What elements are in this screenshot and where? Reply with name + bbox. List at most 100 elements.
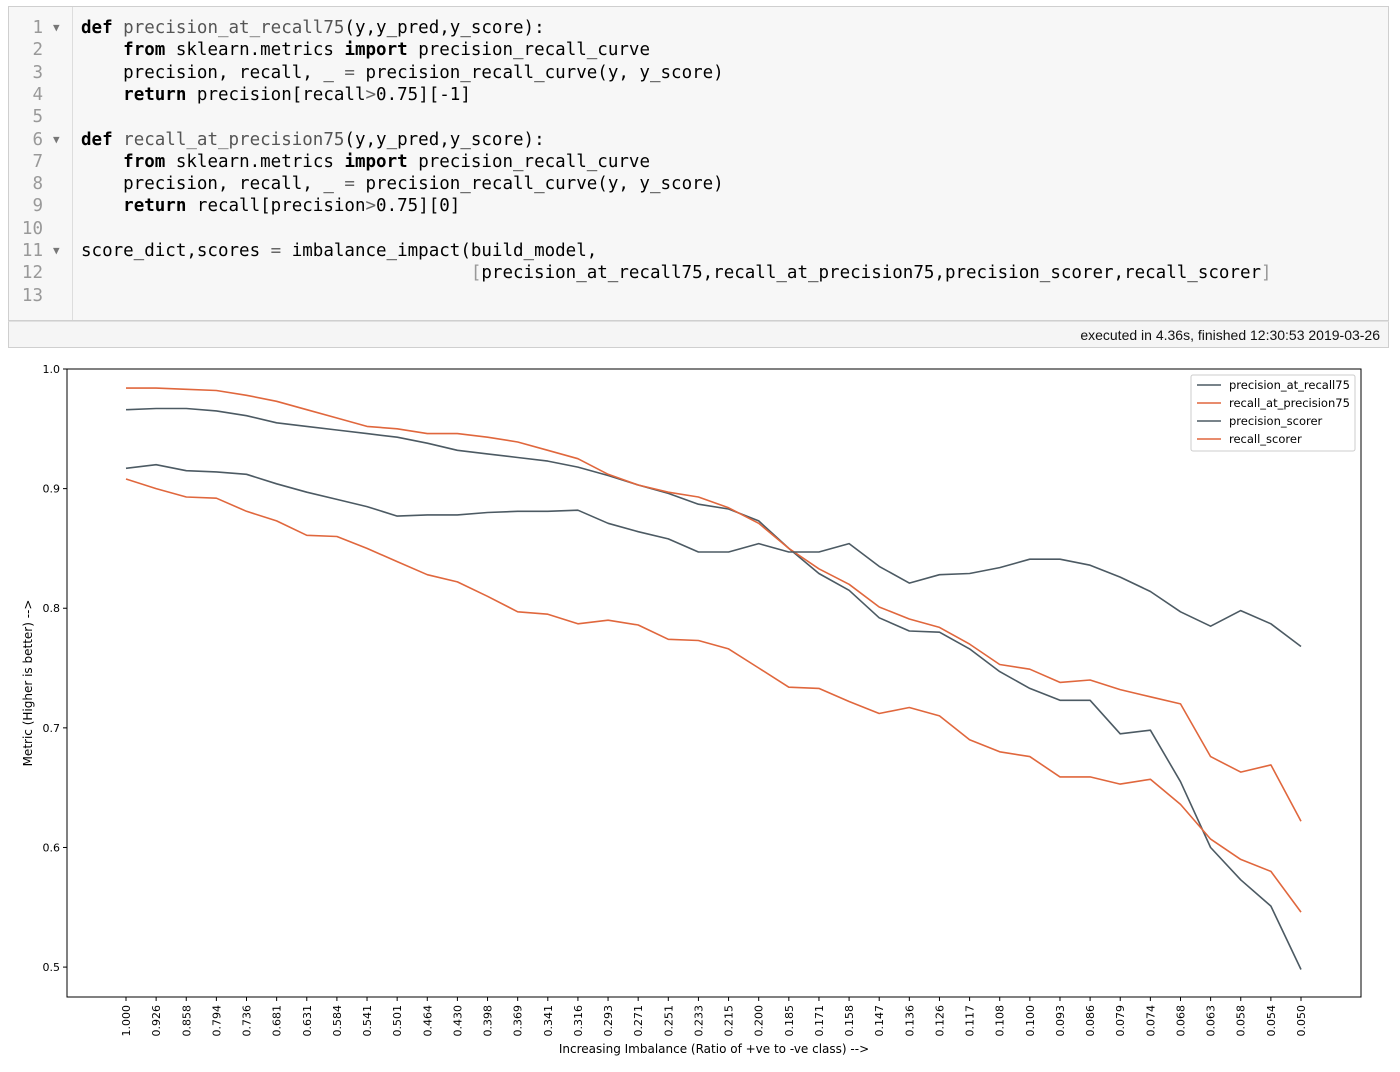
line-number: 1 [32, 18, 43, 38]
code-text: return recall[precision>0.75][0] [123, 196, 461, 217]
x-tick-label: 0.736 [241, 1005, 254, 1037]
code-line[interactable]: 8 precision, recall, _ = precision_recal… [9, 173, 1388, 195]
x-tick-label: 0.233 [692, 1005, 705, 1037]
y-tick-label: 0.9 [43, 483, 61, 496]
code-line[interactable]: 2 from sklearn.metrics import precision_… [9, 39, 1388, 61]
legend-entry: recall_scorer [1229, 432, 1302, 446]
line-number: 2 [32, 40, 43, 61]
code-text: def recall_at_precision75(y,y_pred,y_sco… [81, 129, 545, 150]
x-tick-label: 0.398 [482, 1005, 495, 1037]
code-line[interactable]: 6 ▼ def recall_at_precision75(y,y_pred,y_s… [9, 129, 1388, 151]
code-text: from sklearn.metrics import precision_re… [123, 151, 650, 172]
series-line-recall-scorer [125, 478, 1302, 913]
x-tick-label: 0.341 [542, 1005, 555, 1037]
x-tick-label: 0.093 [1054, 1005, 1067, 1037]
legend [1190, 374, 1356, 452]
code-text: return precision[recall>0.75][-1] [123, 84, 471, 105]
x-tick-label: 0.063 [1205, 1005, 1218, 1037]
x-tick-label: 0.100 [1024, 1005, 1037, 1037]
x-tick-label: 0.200 [753, 1005, 766, 1037]
line-chart: 0.5 0.6 0.7 0.8 0.9 1.0 1.000 0.926 0.858 0.794 0.… [21, 363, 1362, 1056]
x-tick-label: 0.858 [180, 1005, 193, 1037]
x-tick-label: 0.079 [1114, 1005, 1127, 1037]
code-line[interactable]: 1 ▼ def precision_at_recall75(y,y_pred,y_s… [9, 17, 1388, 39]
x-tick-label: 1.000 [120, 1005, 133, 1037]
line-number-gutter [9, 7, 73, 320]
code-text: def precision_at_recall75(y,y_pred,y_sco… [81, 18, 545, 38]
line-number: 4 [32, 84, 43, 105]
x-tick-label: 0.108 [994, 1005, 1007, 1037]
x-tick-label: 0.117 [964, 1005, 977, 1037]
line-number: 8 [32, 174, 43, 195]
code-text: score_dict,scores = imbalance_impact(bui… [81, 241, 598, 261]
x-tick-label: 0.316 [572, 1005, 585, 1037]
series-line-precision-at-recall75 [125, 407, 1302, 970]
code-line[interactable]: 4 return precision[recall>0.75][-1] [9, 84, 1388, 106]
code-line[interactable]: 3 precision, recall, _ = precision_recal… [9, 62, 1388, 84]
x-tick-label: 0.926 [150, 1005, 163, 1037]
y-tick-label: 0.5 [43, 961, 61, 974]
y-tick-label: 0.7 [43, 722, 61, 735]
fold-arrow-icon[interactable]: ▼ [53, 132, 60, 146]
output-plot: 0.5 0.6 0.7 0.8 0.9 1.0 1.000 0.926 0.858 0.794 0.… [0, 352, 1400, 1068]
code-line[interactable]: 5 [9, 106, 1388, 128]
execution-status-bar: executed in 4.36s, finished 12:30:53 201… [8, 321, 1389, 348]
x-tick-label: 0.074 [1144, 1005, 1157, 1037]
line-number: 10 [21, 218, 43, 239]
code-line[interactable]: 12 [precision_at_recall75,recall_at_prec… [9, 262, 1388, 284]
line-number: 13 [21, 285, 43, 306]
x-tick-label: 0.293 [602, 1005, 615, 1037]
code-text: from sklearn.metrics import precision_re… [123, 40, 650, 61]
line-number: 9 [32, 196, 43, 217]
x-tick-label: 0.501 [391, 1005, 404, 1037]
legend-entry: recall_at_precision75 [1229, 396, 1350, 410]
x-tick-label: 0.050 [1295, 1005, 1308, 1037]
line-number: 3 [32, 62, 43, 83]
x-tick-label: 0.631 [301, 1005, 314, 1037]
x-tick-label: 0.136 [903, 1005, 916, 1037]
legend-entry: precision_scorer [1229, 414, 1323, 428]
code-line[interactable]: 9 return recall[precision>0.75][0] [9, 195, 1388, 217]
plot-frame [66, 368, 1362, 998]
code-text: [precision_at_recall75,recall_at_precisi… [470, 263, 1272, 284]
line-number: 12 [21, 263, 43, 284]
legend-entry: precision_at_recall75 [1229, 378, 1350, 392]
x-tick-label: 0.171 [813, 1005, 826, 1037]
series-line-precision-scorer [125, 463, 1302, 648]
code-line[interactable]: 10 [9, 218, 1388, 240]
x-tick-label: 0.058 [1235, 1005, 1248, 1037]
line-number: 6 [32, 129, 43, 150]
code-cell[interactable]: 1 ▼ def precision_at_recall75(y,y_pred,y_s… [8, 6, 1389, 321]
x-tick-label: 0.147 [873, 1005, 886, 1037]
execution-time-label: executed in 4.36s, finished 12:30:53 201… [1080, 327, 1380, 343]
fold-arrow-icon[interactable]: ▼ [53, 244, 60, 257]
y-axis-label: Metric (Higher is better) --> [21, 600, 35, 767]
code-line[interactable]: 7 from sklearn.metrics import precision_… [9, 151, 1388, 173]
y-tick-label: 1.0 [43, 363, 61, 376]
x-tick-label: 0.068 [1174, 1005, 1187, 1037]
x-tick-label: 0.215 [723, 1005, 736, 1037]
series-line-recall-at-precision75 [126, 387, 1302, 822]
line-number: 11 [21, 241, 43, 261]
y-tick-label: 0.6 [43, 841, 61, 854]
x-tick-label: 0.584 [331, 1005, 344, 1037]
code-line[interactable]: 13 [9, 285, 1388, 307]
line-number: 7 [32, 151, 43, 172]
x-tick-label: 0.251 [662, 1005, 675, 1037]
line-number: 5 [32, 107, 43, 128]
x-tick-label: 0.086 [1084, 1005, 1097, 1037]
fold-arrow-icon[interactable]: ▼ [53, 21, 60, 34]
code-line[interactable]: 11 ▼ score_dict,scores = imbalance_impact(… [9, 240, 1388, 262]
x-tick-label: 0.794 [210, 1005, 223, 1037]
code-text: precision, recall, _ = precision_recall_… [81, 174, 724, 195]
x-tick-label: 0.271 [632, 1005, 645, 1037]
x-tick-label: 0.369 [512, 1005, 525, 1037]
x-axis-label: Increasing Imbalance (Ratio of +ve to -v… [559, 1042, 869, 1056]
x-tick-label: 0.464 [421, 1005, 434, 1037]
x-tick-label: 0.185 [783, 1005, 796, 1037]
x-tick-label: 0.126 [933, 1005, 946, 1037]
x-tick-label: 0.158 [843, 1005, 856, 1037]
x-tick-label: 0.054 [1265, 1005, 1278, 1037]
x-tick-label: 0.681 [271, 1005, 284, 1037]
x-tick-label: 0.541 [361, 1005, 374, 1037]
